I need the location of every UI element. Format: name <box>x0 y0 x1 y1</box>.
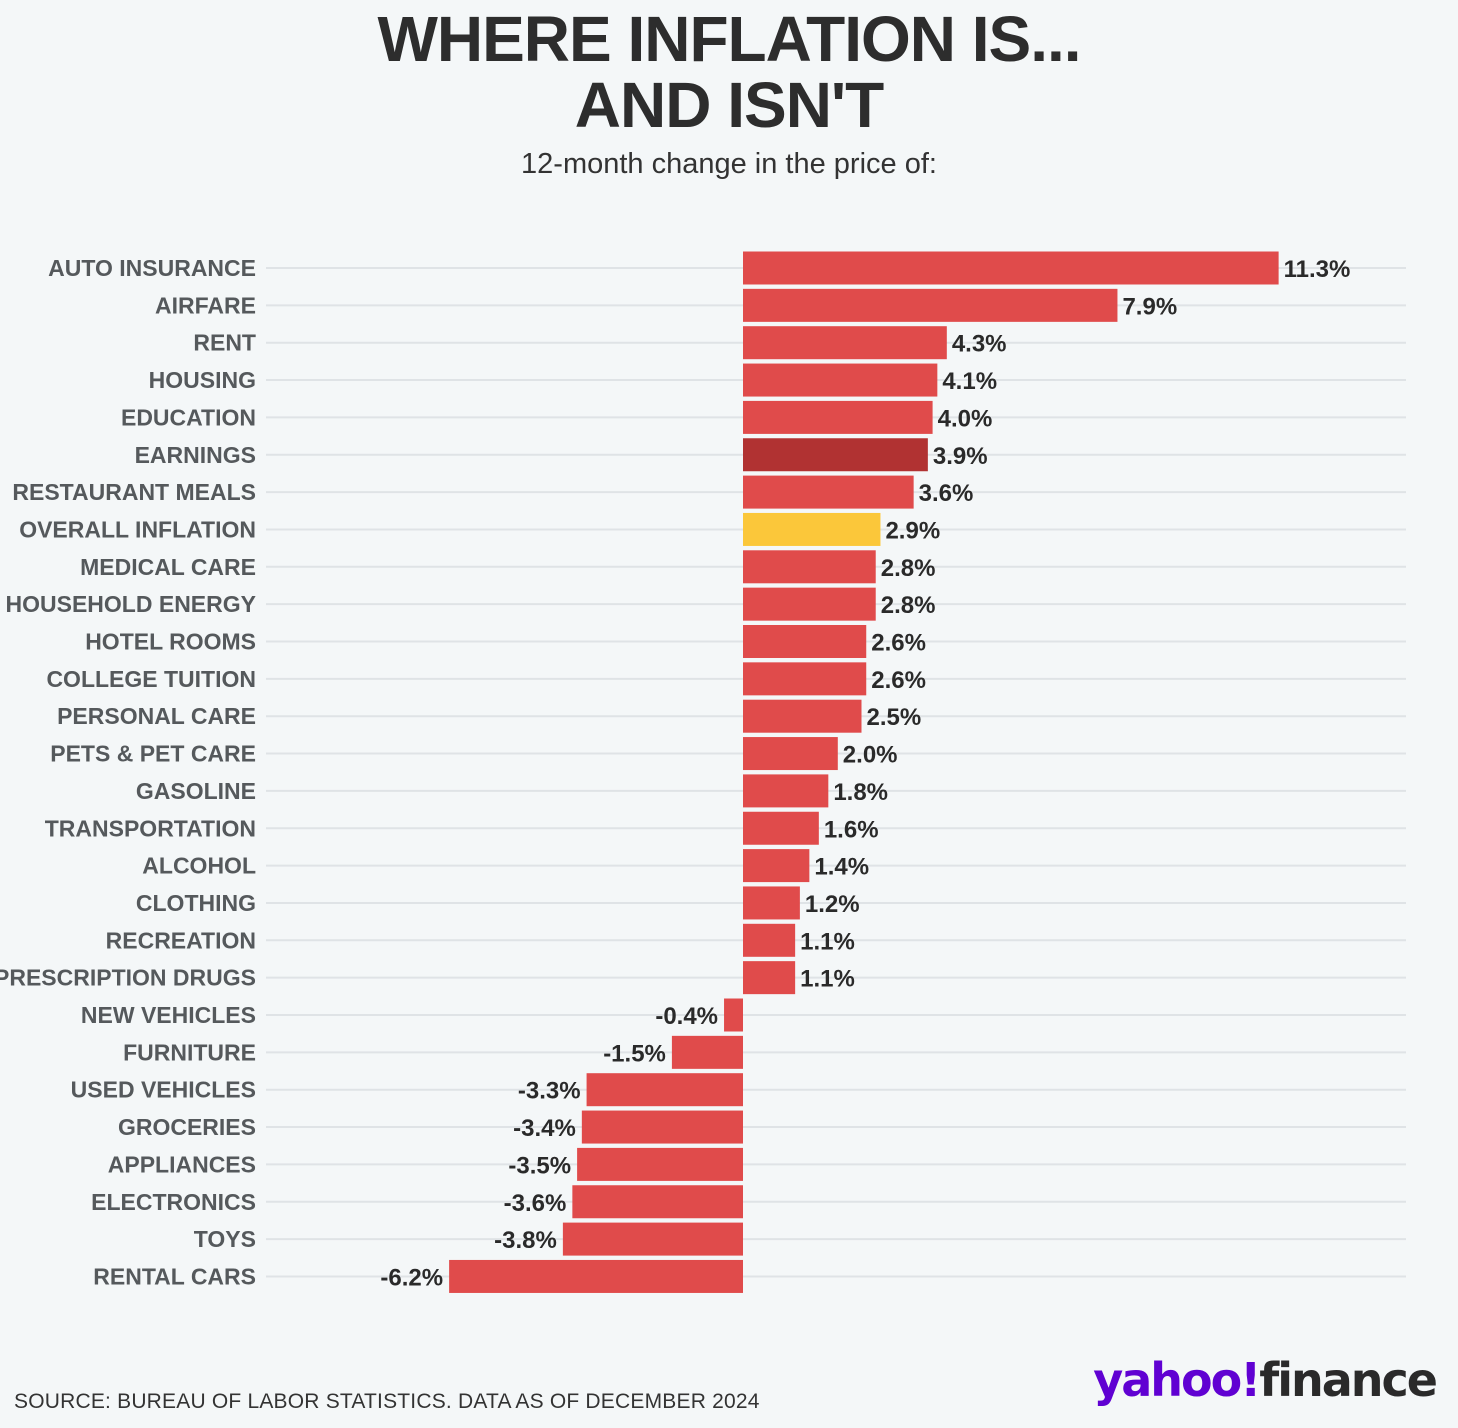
bar <box>743 550 876 584</box>
value-label: 2.9% <box>885 517 940 544</box>
category-label: MEDICAL CARE <box>80 554 256 580</box>
value-label: 1.8% <box>833 779 888 806</box>
chart-title-line1: WHERE INFLATION IS... <box>377 3 1081 75</box>
bar <box>743 288 1118 322</box>
category-label: RENTAL CARS <box>93 1263 256 1289</box>
value-label: 2.6% <box>871 630 926 657</box>
value-label: 2.0% <box>843 742 898 769</box>
bar <box>671 1035 743 1069</box>
value-label: 1.4% <box>814 854 869 881</box>
category-label: CLOTHING <box>136 890 256 916</box>
value-label: 1.6% <box>824 816 879 843</box>
bar <box>743 400 933 434</box>
value-label: -3.5% <box>508 1152 571 1179</box>
value-label: 7.9% <box>1122 293 1177 320</box>
source-note: SOURCE: BUREAU OF LABOR STATISTICS. DATA… <box>14 1390 760 1413</box>
yahoo-finance-logo: yahoo!finance <box>1093 1352 1438 1408</box>
category-label: RENT <box>193 330 256 356</box>
category-label: TOYS <box>194 1226 256 1252</box>
category-label: EARNINGS <box>135 442 256 468</box>
value-label: -6.2% <box>380 1264 443 1291</box>
value-label: 4.1% <box>942 368 997 395</box>
bar <box>743 587 876 621</box>
category-label: ELECTRONICS <box>91 1189 256 1215</box>
logo-finance-text: finance <box>1259 1353 1438 1407</box>
bar <box>743 774 829 808</box>
category-label: APPLIANCES <box>108 1151 256 1177</box>
bar <box>743 886 800 920</box>
bar <box>562 1222 743 1256</box>
bar <box>586 1073 743 1107</box>
category-label: PETS & PET CARE <box>50 741 256 767</box>
value-label: 4.3% <box>952 331 1007 358</box>
bar <box>743 251 1279 285</box>
category-label: AIRFARE <box>155 292 256 318</box>
category-label: NEW VEHICLES <box>81 1002 256 1028</box>
value-label: -0.4% <box>655 1003 718 1030</box>
category-label: HOTEL ROOMS <box>85 629 256 655</box>
category-label: COLLEGE TUITION <box>46 666 256 692</box>
bar <box>724 998 743 1032</box>
value-label: 11.3% <box>1284 256 1351 283</box>
value-label: -3.3% <box>518 1078 581 1105</box>
category-label: GROCERIES <box>118 1114 256 1140</box>
value-label: 1.1% <box>800 966 855 993</box>
value-label: 3.6% <box>919 480 974 507</box>
bar <box>581 1110 743 1144</box>
category-label: GASOLINE <box>136 778 256 804</box>
value-label: -1.5% <box>603 1040 666 1067</box>
category-label: FURNITURE <box>123 1039 256 1065</box>
bar <box>743 438 928 472</box>
category-label: USED VEHICLES <box>71 1077 256 1103</box>
category-label: EDUCATION <box>121 404 256 430</box>
category-label: TRANSPORTATION <box>45 815 256 841</box>
bar <box>743 625 867 658</box>
category-label: ALCOHOL <box>142 853 256 879</box>
value-label: 4.0% <box>938 405 993 432</box>
bar <box>743 475 914 509</box>
chart-subtitle: 12-month change in the price of: <box>521 148 937 180</box>
bar-chart: AUTO INSURANCE 11.3% AIRFARE 7.9% RENT 4.3% HO… <box>0 251 1406 1293</box>
bar <box>449 1259 743 1293</box>
value-label: 2.8% <box>881 592 936 619</box>
bar <box>743 699 862 733</box>
bar <box>743 326 947 360</box>
value-label: -3.6% <box>504 1190 567 1217</box>
bar <box>743 363 938 397</box>
bar <box>743 849 810 883</box>
value-label: 2.8% <box>881 555 936 582</box>
category-label: AUTO INSURANCE <box>48 255 256 281</box>
category-label: PRESCRIPTION DRUGS <box>0 965 256 991</box>
logo-yahoo-text: yahoo! <box>1093 1353 1261 1407</box>
bar <box>572 1185 743 1219</box>
chart-title: WHERE INFLATION IS... AND ISN'T <box>0 6 1458 138</box>
value-label: 3.9% <box>933 443 988 470</box>
bar <box>577 1147 743 1181</box>
value-label: 1.2% <box>805 891 860 918</box>
value-label: -3.4% <box>513 1115 576 1142</box>
value-label: 1.1% <box>800 928 855 955</box>
category-label: RESTAURANT MEALS <box>12 479 256 505</box>
bar <box>743 662 867 696</box>
bar <box>743 737 838 771</box>
category-label: OVERALL INFLATION <box>19 516 256 542</box>
bar <box>743 923 796 957</box>
category-label: HOUSEHOLD ENERGY <box>6 591 256 617</box>
value-label: 2.5% <box>867 704 922 731</box>
bar <box>743 512 881 546</box>
category-label: RECREATION <box>106 927 256 953</box>
category-label: PERSONAL CARE <box>57 703 256 729</box>
bar <box>743 961 796 995</box>
bar <box>743 811 819 845</box>
category-label: HOUSING <box>149 367 256 393</box>
chart-title-line2: AND ISN'T <box>574 69 884 141</box>
value-label: 2.6% <box>871 667 926 694</box>
value-label: -3.8% <box>494 1227 557 1254</box>
